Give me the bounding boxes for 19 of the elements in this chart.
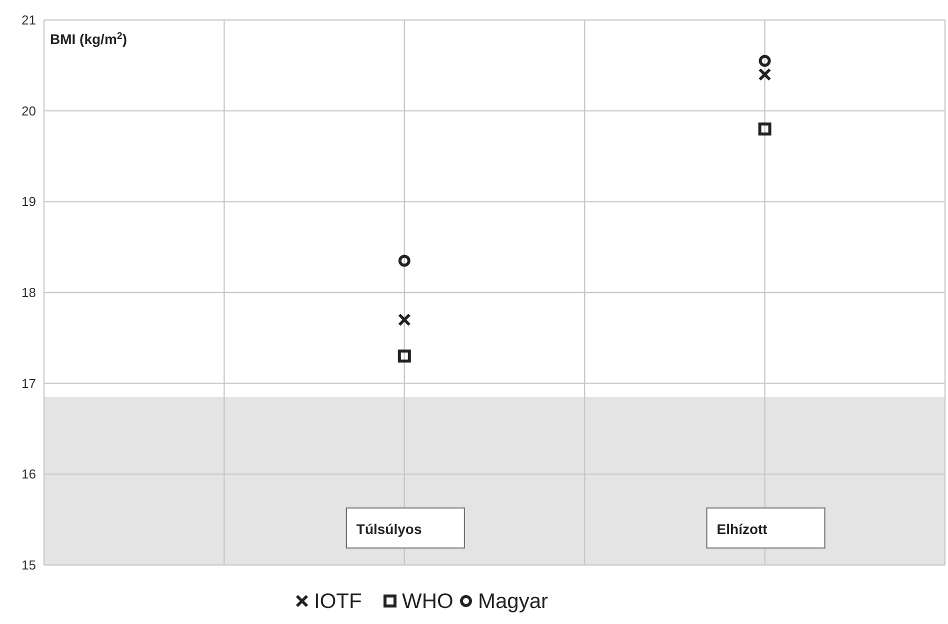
point bbox=[758, 68, 772, 81]
y-tick-label: 15 bbox=[22, 558, 36, 573]
y-tick-label: 20 bbox=[22, 103, 36, 118]
y-tick-label: 16 bbox=[22, 466, 36, 482]
legend-label: WHO bbox=[402, 590, 454, 613]
point bbox=[398, 254, 410, 267]
point bbox=[398, 350, 411, 363]
point bbox=[758, 122, 772, 136]
y-tick-label: 21 bbox=[22, 12, 36, 28]
y-tick-label: 17 bbox=[22, 376, 36, 391]
point bbox=[398, 313, 411, 326]
annotation: Elhízott bbox=[716, 520, 768, 537]
y-tick-label: 18 bbox=[22, 285, 36, 300]
legend-label: IOTF bbox=[314, 590, 362, 613]
point bbox=[758, 54, 771, 67]
y-tick-label: 19 bbox=[22, 194, 36, 210]
y-axis-title: BMI (kg/m$^{2}$) bbox=[50, 30, 128, 47]
annotation: Túlsúlyos bbox=[356, 520, 422, 537]
legend-label: Magyar bbox=[478, 590, 548, 613]
